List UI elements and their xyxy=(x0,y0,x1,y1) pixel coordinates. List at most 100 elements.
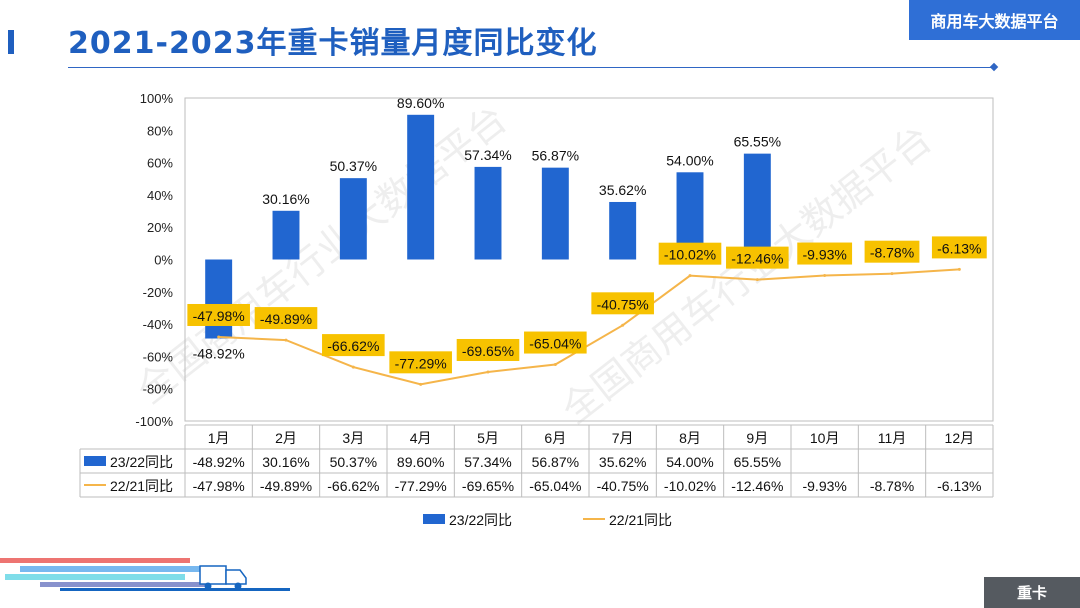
x-tick-label: 4月 xyxy=(410,430,432,446)
x-tick-label: 7月 xyxy=(612,430,634,446)
line-label-box xyxy=(864,240,920,263)
line-point xyxy=(688,274,692,278)
line-data-label: -65.04% xyxy=(529,336,581,352)
table-cell: -40.75% xyxy=(597,478,649,494)
line-point xyxy=(351,365,355,369)
legend-swatch-bar xyxy=(84,456,106,466)
title-underline xyxy=(68,67,996,68)
y-tick-label: -20% xyxy=(143,285,174,300)
table-cell: -66.62% xyxy=(327,478,379,494)
y-tick-label: -60% xyxy=(143,349,174,364)
table-cell: 30.16% xyxy=(262,454,309,470)
line-label-box xyxy=(591,292,654,315)
bar-data-label: 30.16% xyxy=(262,191,309,207)
y-tick-label: -80% xyxy=(143,382,174,397)
y-tick-label: -100% xyxy=(135,414,173,429)
table-cell: -48.92% xyxy=(193,454,245,470)
line-data-label: -40.75% xyxy=(597,296,649,312)
bar-23-22 xyxy=(609,201,637,260)
plot-area: 100% 80% 60% 40% 20% 0% -20% -40% -60% -80% -100% -… xyxy=(135,91,994,429)
x-tick-label: 3月 xyxy=(342,430,364,446)
bar-23-22 xyxy=(407,114,435,260)
line-data-label: -9.93% xyxy=(802,247,846,263)
line-label-box xyxy=(524,331,587,354)
legend-swatch-bar xyxy=(423,514,445,524)
bar-23-22 xyxy=(339,178,367,260)
line-label-box xyxy=(658,242,722,265)
table-cell: -12.46% xyxy=(731,478,783,494)
bar-23-22 xyxy=(205,259,233,339)
truck-icon xyxy=(199,565,247,590)
line-point xyxy=(755,278,759,282)
bar-data-label: 56.87% xyxy=(532,148,579,164)
line-point xyxy=(284,338,288,342)
table-cell: -65.04% xyxy=(529,478,581,494)
x-tick-label: 12月 xyxy=(945,430,975,446)
x-tick-label: 10月 xyxy=(810,430,840,446)
table-cell: 54.00% xyxy=(666,454,713,470)
table-row-header: 22/21同比 xyxy=(110,478,173,494)
table-cell: -49.89% xyxy=(260,478,312,494)
table-cell: 65.55% xyxy=(734,454,781,470)
table-cell: 56.87% xyxy=(532,454,579,470)
y-tick-label: 0% xyxy=(154,253,173,268)
table-cell: 57.34% xyxy=(464,454,511,470)
bar-data-label: 50.37% xyxy=(330,158,377,174)
x-tick-label: 5月 xyxy=(477,430,499,446)
table-cell: -77.29% xyxy=(395,478,447,494)
y-tick-label: 20% xyxy=(147,220,173,235)
bar-23-22 xyxy=(272,210,300,260)
x-tick-label: 6月 xyxy=(544,430,566,446)
line-data-label: -49.89% xyxy=(260,311,312,327)
watermark-text: 全国商用车行业大数据平台 xyxy=(130,98,515,412)
table-cell: -8.78% xyxy=(870,478,914,494)
brand-badge: 商用车大数据平台 xyxy=(909,0,1080,40)
bar-23-22 xyxy=(743,153,771,260)
table-cell: -6.13% xyxy=(937,478,981,494)
title-accent-bar xyxy=(8,30,14,54)
line-22-21 xyxy=(218,268,960,386)
x-tick-label: 8月 xyxy=(679,430,701,446)
line-label-box xyxy=(254,307,318,330)
truck-graphic xyxy=(0,558,290,591)
line-point xyxy=(217,335,221,339)
x-tick-label: 11月 xyxy=(878,430,907,446)
line-data-label: -10.02% xyxy=(664,247,716,263)
table-cell: 89.60% xyxy=(397,454,444,470)
y-tick-label: 40% xyxy=(147,188,173,203)
line-label-box xyxy=(931,236,987,259)
table-row-header: 23/22同比 xyxy=(110,454,173,470)
data-table: 1月 2月 3月 4月 5月 6月 7月 8月 9月 10月 11月 12月 23/22同比 22/21同… xyxy=(79,424,994,498)
legend: 23/22同比 22/21同比 xyxy=(423,512,672,528)
table-cell: -9.93% xyxy=(802,478,846,494)
line-point xyxy=(890,272,894,276)
bar-data-label: -48.92% xyxy=(193,346,245,362)
line-label-box xyxy=(187,303,250,326)
table-cell: -69.65% xyxy=(462,478,514,494)
line-point xyxy=(621,323,625,327)
line-data-label: -47.98% xyxy=(193,308,245,324)
line-point xyxy=(553,363,557,367)
bar-data-label: 54.00% xyxy=(666,152,713,168)
line-data-label: -6.13% xyxy=(937,240,981,256)
legend-label: 23/22同比 xyxy=(449,512,512,528)
y-tick-label: 60% xyxy=(147,156,173,171)
bar-data-label: 65.55% xyxy=(734,134,781,150)
bar-data-label: 35.62% xyxy=(599,182,646,198)
line-data-label: -66.62% xyxy=(327,338,379,354)
line-label-box xyxy=(322,334,385,357)
line-point xyxy=(957,267,961,271)
plot-frame xyxy=(184,97,994,422)
line-point xyxy=(419,382,423,386)
table-cell: 35.62% xyxy=(599,454,646,470)
line-data-label: -8.78% xyxy=(870,245,914,261)
line-label-box xyxy=(726,246,789,269)
line-label-box xyxy=(389,351,452,374)
legend-label: 22/21同比 xyxy=(609,512,672,528)
table-cell: -10.02% xyxy=(664,478,716,494)
y-tick-label: 80% xyxy=(147,123,173,138)
line-label-box xyxy=(797,242,853,265)
y-tick-label: 100% xyxy=(140,91,174,106)
line-data-label: -12.46% xyxy=(731,251,783,267)
category-tag: 重卡 xyxy=(984,577,1080,608)
